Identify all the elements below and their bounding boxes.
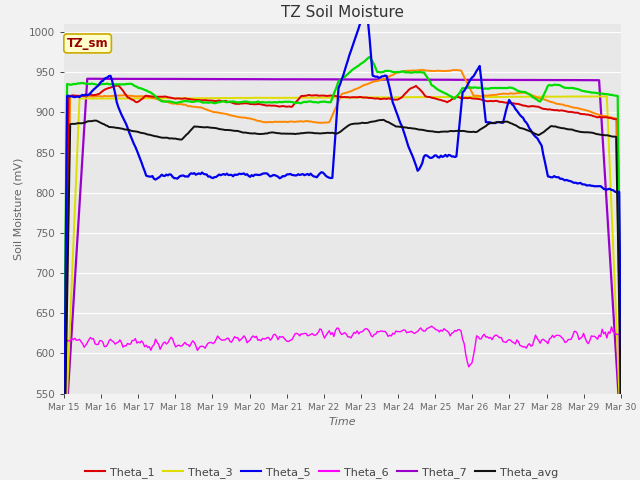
Theta_4 xyxy=(226,98,234,104)
Theta_3 xyxy=(254,95,262,101)
Theta_6 xyxy=(428,324,435,329)
Theta_1 xyxy=(60,463,68,469)
Theta_4 xyxy=(588,90,595,96)
Text: TZ_sm: TZ_sm xyxy=(67,37,108,50)
Theta_3 xyxy=(586,94,594,99)
Theta_1 xyxy=(255,101,263,107)
Theta_avg xyxy=(588,130,595,135)
Line: Theta_7: Theta_7 xyxy=(64,79,621,457)
Theta_1 xyxy=(115,83,122,88)
Theta_5 xyxy=(226,172,234,178)
Theta_6 xyxy=(129,337,136,343)
Theta_3 xyxy=(303,95,311,101)
Theta_7 xyxy=(83,76,91,82)
Theta_3 xyxy=(617,426,625,432)
Theta_5 xyxy=(303,171,311,177)
Theta_7 xyxy=(255,76,263,82)
Theta_5 xyxy=(588,183,595,189)
Theta_2 xyxy=(244,115,252,121)
Theta_5 xyxy=(254,172,262,178)
Theta_3 xyxy=(226,95,234,101)
Theta_5 xyxy=(363,3,371,9)
Title: TZ Soil Moisture: TZ Soil Moisture xyxy=(281,5,404,20)
Theta_2 xyxy=(226,112,234,118)
Theta_6 xyxy=(254,337,262,343)
Theta_1 xyxy=(130,97,138,103)
Theta_4 xyxy=(60,382,68,387)
Theta_2 xyxy=(129,93,136,99)
Theta_2 xyxy=(417,67,424,73)
Theta_2 xyxy=(303,118,311,124)
Theta_1 xyxy=(228,99,236,105)
Theta_avg xyxy=(226,127,234,133)
Line: Theta_3: Theta_3 xyxy=(64,96,621,467)
Theta_4 xyxy=(129,81,136,87)
Theta_3 xyxy=(129,96,136,101)
Theta_avg xyxy=(303,130,311,135)
Theta_7 xyxy=(228,76,236,82)
Theta_3 xyxy=(244,95,252,101)
Theta_avg xyxy=(617,396,625,402)
Theta_4 xyxy=(617,389,625,395)
Theta_avg xyxy=(254,131,262,137)
Theta_2 xyxy=(254,118,262,124)
Legend: Theta_1, Theta_2, Theta_3, Theta_4, Theta_5, Theta_6, Theta_7, Theta_avg: Theta_1, Theta_2, Theta_3, Theta_4, Thet… xyxy=(81,463,563,480)
X-axis label: Time: Time xyxy=(328,417,356,427)
Theta_4 xyxy=(365,54,373,60)
Line: Theta_5: Theta_5 xyxy=(64,6,621,466)
Theta_avg xyxy=(129,128,136,134)
Line: Theta_4: Theta_4 xyxy=(64,57,621,392)
Theta_1 xyxy=(305,92,313,98)
Theta_6 xyxy=(588,333,595,339)
Theta_1 xyxy=(588,112,595,118)
Theta_5 xyxy=(617,349,625,355)
Theta_7 xyxy=(588,77,595,83)
Theta_1 xyxy=(246,101,254,107)
Theta_7 xyxy=(246,76,254,82)
Theta_avg xyxy=(60,478,68,480)
Theta_2 xyxy=(588,109,595,115)
Theta_7 xyxy=(617,430,625,435)
Theta_3 xyxy=(600,94,607,99)
Line: Theta_avg: Theta_avg xyxy=(64,120,621,480)
Theta_avg xyxy=(380,117,387,123)
Theta_5 xyxy=(129,137,136,143)
Theta_2 xyxy=(617,385,625,391)
Theta_5 xyxy=(60,463,68,469)
Theta_5 xyxy=(244,173,252,179)
Theta_4 xyxy=(303,99,311,105)
Theta_2 xyxy=(60,463,68,468)
Theta_6 xyxy=(244,338,252,344)
Line: Theta_2: Theta_2 xyxy=(64,70,621,466)
Theta_4 xyxy=(244,99,252,105)
Theta_7 xyxy=(305,76,313,82)
Theta_6 xyxy=(303,333,311,338)
Line: Theta_6: Theta_6 xyxy=(64,326,621,480)
Theta_7 xyxy=(60,454,68,460)
Theta_7 xyxy=(130,76,138,82)
Theta_3 xyxy=(60,464,68,470)
Y-axis label: Soil Moisture (mV): Soil Moisture (mV) xyxy=(13,157,23,260)
Line: Theta_1: Theta_1 xyxy=(64,85,621,466)
Theta_6 xyxy=(226,338,234,344)
Theta_avg xyxy=(244,130,252,136)
Theta_1 xyxy=(617,355,625,361)
Theta_4 xyxy=(254,98,262,104)
